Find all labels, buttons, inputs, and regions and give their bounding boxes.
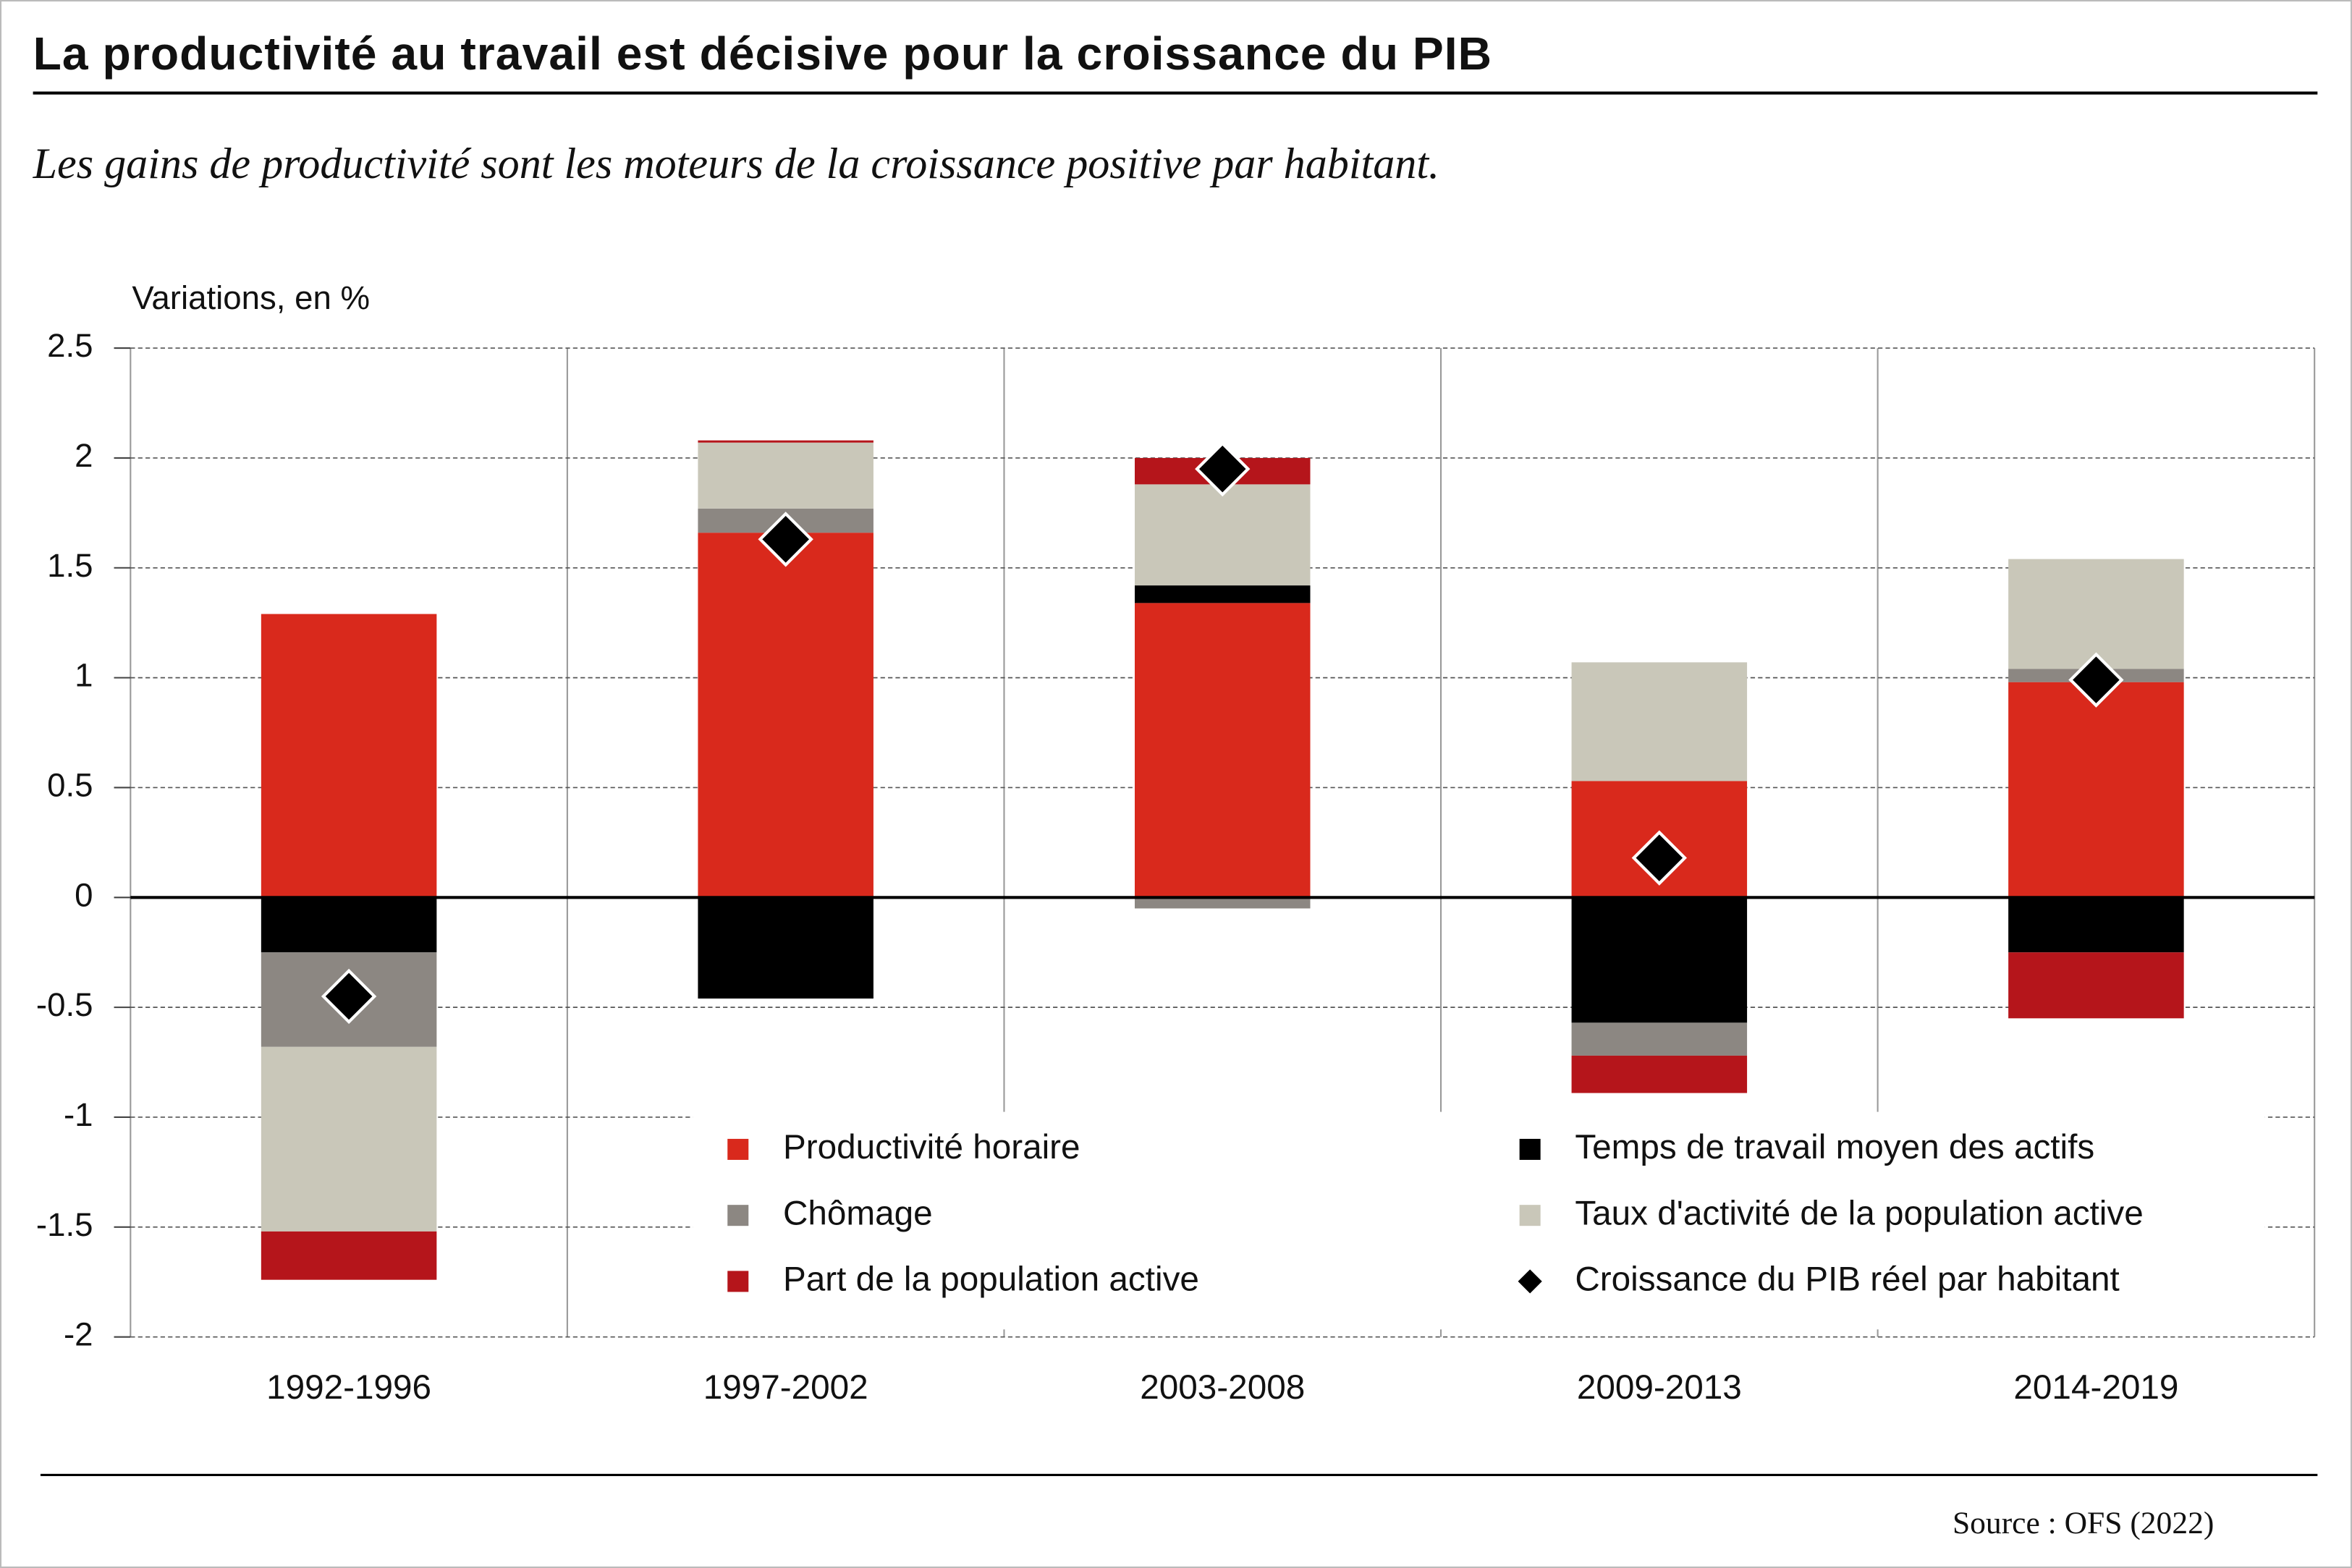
bar-segment (2008, 559, 2184, 669)
bar-segment (1571, 1055, 1748, 1093)
y-tick-label: 2.5 (47, 327, 93, 364)
bar-segment (261, 1046, 437, 1232)
source: Source : OFS (2022) (1953, 1506, 2214, 1541)
bar-segment (1571, 897, 1748, 1023)
x-tick-label: 1992-1996 (266, 1368, 431, 1407)
chart-title: La productivité au travail est décisive … (33, 27, 1492, 80)
x-tick-label: 1997-2002 (703, 1368, 868, 1407)
bar-segment (698, 440, 873, 443)
bar-segment (698, 442, 873, 509)
y-tick-label: 2 (75, 437, 93, 474)
y-tick-label: 1 (75, 657, 93, 694)
diamond-marker (1631, 830, 1687, 886)
legend-swatch (1519, 1205, 1541, 1226)
y-tick-label: -1.5 (36, 1206, 93, 1243)
bar-segment (1135, 897, 1311, 909)
x-tick-label: 2003-2008 (1140, 1368, 1305, 1407)
diamond-marker (758, 512, 813, 567)
y-tick-label: 1.5 (47, 547, 93, 584)
legend-label: Productivité horaire (783, 1128, 1080, 1166)
y-axis-label: Variations, en % (132, 279, 370, 316)
bar-segment (698, 533, 873, 898)
bar-segment (1135, 484, 1311, 586)
y-tick-label: -1 (64, 1096, 93, 1133)
legend-label: Chômage (783, 1194, 933, 1232)
y-tick-label: -2 (64, 1316, 93, 1353)
bar-segment (1571, 1022, 1748, 1056)
legend-swatch (727, 1271, 749, 1292)
bar-segment (261, 614, 437, 898)
bar-segment (1571, 662, 1748, 781)
y-tick-label: 0.5 (47, 766, 93, 803)
legend-box (693, 1111, 2265, 1330)
legend-label: Croissance du PIB réel par habitant (1575, 1260, 2119, 1299)
diamond-marker (2068, 652, 2124, 708)
legend-swatch (1518, 1269, 1542, 1294)
legend-label: Taux d'activité de la population active (1575, 1194, 2143, 1232)
legend-swatch (1519, 1138, 1541, 1160)
diamond-marker (321, 968, 377, 1025)
bar-segment (2008, 897, 2184, 953)
bar-segment (2008, 952, 2184, 1019)
bar-segment (261, 1231, 437, 1280)
bar-segment (1135, 585, 1311, 603)
bar-segment (2008, 682, 2184, 898)
x-tick-label: 2009-2013 (1577, 1368, 1742, 1407)
legend-swatch (727, 1205, 749, 1226)
bar-segment (698, 897, 873, 999)
diamond-marker (1195, 441, 1251, 497)
y-tick-label: 0 (75, 876, 93, 913)
chart-subtitle: Les gains de productivité sont les moteu… (33, 140, 1439, 188)
bar-segment (261, 897, 437, 953)
bar-segment (1135, 603, 1311, 898)
y-tick-label: -0.5 (36, 986, 93, 1023)
x-tick-label: 2014-2019 (2013, 1368, 2178, 1407)
legend-label: Part de la population active (783, 1260, 1199, 1299)
legend-swatch (727, 1138, 749, 1160)
legend-label: Temps de travail moyen des actifs (1575, 1128, 2094, 1166)
